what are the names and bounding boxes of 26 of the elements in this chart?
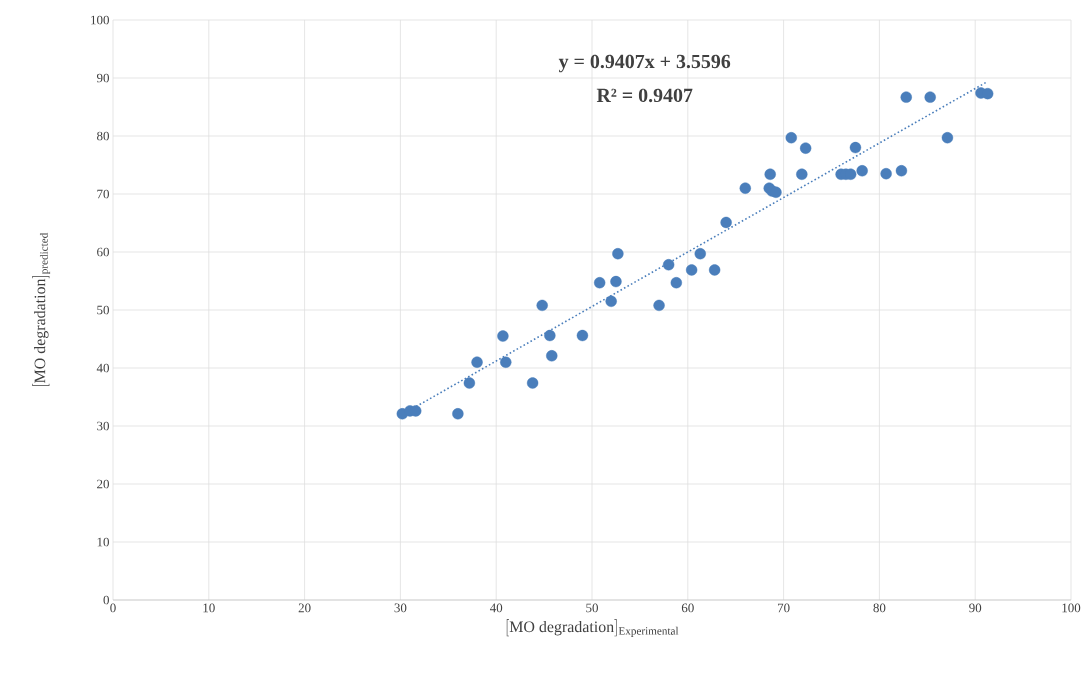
annotation: R² = 0.9407	[596, 88, 693, 103]
x-tick-label: 20	[298, 603, 311, 613]
y-tick-label: 100	[91, 15, 109, 25]
x-tick-label: 50	[586, 603, 598, 613]
y-tick-label: 70	[97, 189, 109, 199]
y-tick-label: 50	[97, 305, 109, 315]
x-axis-title: $[\mathrm{MO\ degradation}]_{\mathrm{Experimental}}$	[506, 619, 679, 637]
x-tick-label: 90	[969, 603, 982, 613]
y-tick-label: 20	[97, 479, 109, 489]
y-tick-label: 80	[97, 131, 109, 141]
y-tick-label: 90	[96, 73, 109, 83]
x-tick-label: 0	[110, 603, 116, 613]
y-tick-label: 0	[103, 595, 109, 605]
y-axis-title: $[\mathrm{MO\ degradation}]_{\mathrm{predicted}}$	[32, 232, 51, 386]
annotation: y = 0.9407x + 3.5596	[558, 54, 731, 73]
x-tick-label: 30	[394, 603, 407, 613]
x-tick-label: 80	[873, 603, 886, 613]
y-tick-label: 60	[97, 247, 109, 257]
y-tick-label: 30	[97, 421, 109, 431]
x-tick-label: 100	[1062, 603, 1081, 613]
x-tick-label: 10	[203, 603, 215, 613]
y-tick-label: 10	[97, 537, 109, 547]
x-tick-label: 70	[777, 603, 790, 613]
x-tick-label: 60	[681, 603, 694, 613]
x-tick-label: 40	[489, 603, 503, 613]
y-tick-label: 40	[96, 363, 109, 373]
